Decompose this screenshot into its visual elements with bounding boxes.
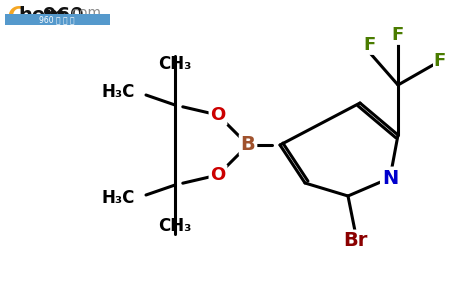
Text: F: F xyxy=(392,26,404,44)
Text: H₃C: H₃C xyxy=(101,189,135,207)
Text: H₃C: H₃C xyxy=(101,83,135,101)
Text: O: O xyxy=(210,166,226,184)
Text: .com: .com xyxy=(68,6,102,20)
Text: CH₃: CH₃ xyxy=(158,55,191,73)
Text: CH₃: CH₃ xyxy=(158,217,191,235)
Text: O: O xyxy=(210,106,226,124)
Text: Br: Br xyxy=(343,231,367,251)
Text: 960 化 工 网: 960 化 工 网 xyxy=(39,15,75,24)
Text: N: N xyxy=(382,168,398,188)
Text: F: F xyxy=(364,36,376,54)
Text: C: C xyxy=(7,6,23,26)
Text: B: B xyxy=(241,135,255,154)
Text: F: F xyxy=(434,52,446,70)
Text: 960: 960 xyxy=(43,6,83,25)
FancyBboxPatch shape xyxy=(5,14,110,25)
Text: hem: hem xyxy=(18,6,65,25)
